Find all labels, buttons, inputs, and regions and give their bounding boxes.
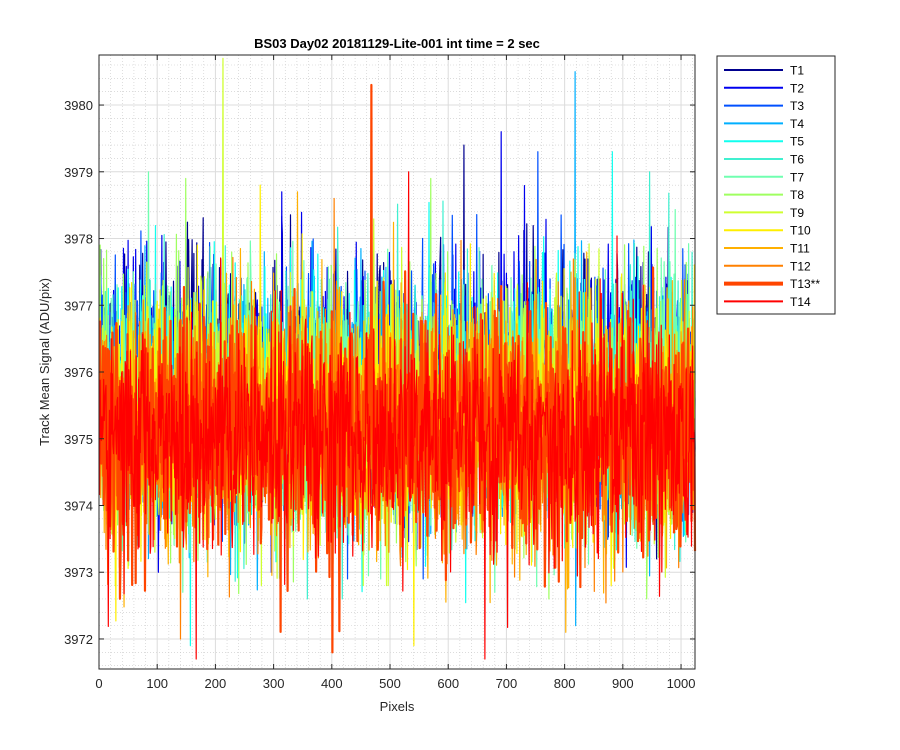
y-tick-labels: 3972 3973 3974 3975 3976 3977 3978 3979 3980 <box>64 98 93 647</box>
legend-entries: T1 T2 T3 T4 T5 T6 T7 T8 T9 T10 T11 T12 T13** T14 <box>724 64 820 309</box>
legend-label: T9 <box>790 206 804 220</box>
x-tick-label: 100 <box>146 676 168 691</box>
y-tick-label: 3975 <box>64 432 93 447</box>
legend-label: T4 <box>790 117 804 131</box>
legend-label: T5 <box>790 135 804 149</box>
x-tick-label: 400 <box>321 676 343 691</box>
axes-box <box>98 54 696 670</box>
x-tick-label: 500 <box>379 676 401 691</box>
x-tick-label: 300 <box>263 676 285 691</box>
x-tick-label: 700 <box>496 676 518 691</box>
y-tick-label: 3980 <box>64 98 93 113</box>
x-tick-labels: 0 100 200 300 400 500 600 700 800 900 1000 <box>95 676 695 691</box>
x-tick-label: 900 <box>612 676 634 691</box>
tick-marks <box>98 55 695 669</box>
y-tick-label: 3973 <box>64 565 93 580</box>
series-line-t14 <box>98 171 696 660</box>
legend-label: T12 <box>790 259 811 273</box>
chart-title: BS03 Day02 20181129-Lite-001 int time = … <box>254 36 540 51</box>
legend-label: T11 <box>790 242 810 256</box>
legend-label: T8 <box>790 188 804 202</box>
y-tick-label: 3978 <box>64 232 93 247</box>
legend-label: T3 <box>790 99 804 113</box>
x-tick-label: 200 <box>205 676 227 691</box>
legend-label: T7 <box>790 170 804 184</box>
y-tick-label: 3974 <box>64 498 93 513</box>
legend-label: T13** <box>790 277 820 291</box>
y-tick-label: 3972 <box>64 632 93 647</box>
y-tick-label: 3977 <box>64 298 93 313</box>
legend-label: T10 <box>790 224 811 238</box>
legend-label: T6 <box>790 153 804 167</box>
x-tick-label: 800 <box>554 676 576 691</box>
y-tick-label: 3976 <box>64 365 93 380</box>
x-axis-label: Pixels <box>380 699 415 714</box>
axes: 0 100 200 300 400 500 600 700 800 900 1000 3972397… <box>64 54 697 691</box>
x-tick-label: 1000 <box>667 676 696 691</box>
x-tick-label: 600 <box>437 676 459 691</box>
legend-label: T1 <box>790 64 804 78</box>
y-tick-label: 3979 <box>64 165 93 180</box>
legend-label: T2 <box>790 81 804 95</box>
minor-grid <box>99 55 695 669</box>
series-group <box>98 57 697 660</box>
legend: T1 T2 T3 T4 T5 T6 T7 T8 T9 T10 T11 T12 T13** T14 <box>716 55 836 315</box>
legend-box <box>716 55 836 315</box>
legend-label: T14 <box>790 295 811 309</box>
x-tick-label: 0 <box>95 676 102 691</box>
y-axis-label: Track Mean Signal (ADU/pix) <box>37 278 52 446</box>
